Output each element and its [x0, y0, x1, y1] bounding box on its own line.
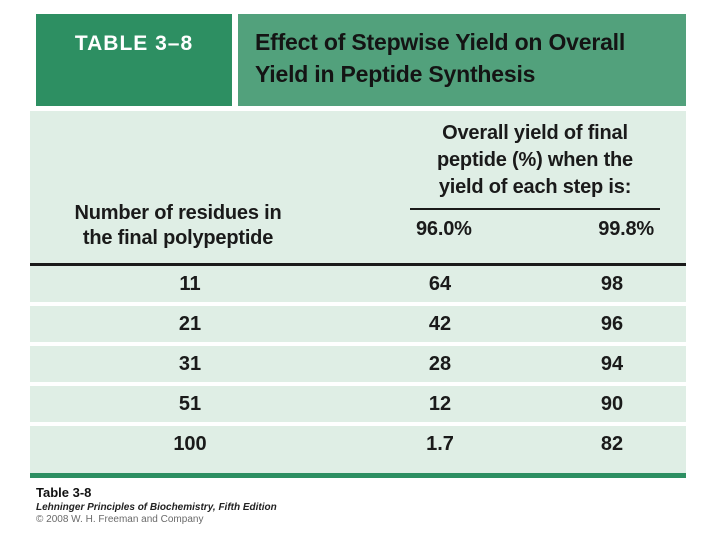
subcol-998-header: 99.8% [598, 218, 654, 240]
subheader-rule [410, 208, 660, 210]
residues-column-header: Number of residues in the final polypept… [48, 201, 308, 251]
table-row: 31 28 94 [30, 346, 686, 382]
subheader-row: 96.0% 99.8% [410, 210, 660, 243]
yield96-cell: 64 [428, 273, 452, 295]
credits-block: Table 3-8 Lehninger Principles of Bioche… [36, 485, 686, 525]
yield998-cell: 94 [600, 353, 624, 375]
yield96-cell: 12 [428, 393, 452, 415]
yield96-cell: 1.7 [426, 433, 454, 455]
yield998-cell: 96 [600, 313, 624, 335]
credit-copyright: © 2008 W. H. Freeman and Company [36, 514, 204, 525]
table-title: Effect of Stepwise Yield on Overall Yiel… [238, 14, 686, 106]
table-card: TABLE 3–8 Effect of Stepwise Yield on Ov… [30, 14, 686, 525]
table-number-label: TABLE 3–8 [36, 14, 232, 106]
residues-header-line1: Number of residues in [74, 202, 282, 224]
table-row: 100 1.7 82 [30, 426, 686, 462]
table-body: Number of residues in the final polypept… [30, 111, 686, 478]
table-bottom-padding [30, 462, 686, 473]
table-title-band: TABLE 3–8 Effect of Stepwise Yield on Ov… [30, 14, 686, 106]
credit-table-ref: Table 3-8 [36, 485, 92, 500]
yield-group-line3: yield of each step is: [438, 176, 632, 198]
yield96-cell: 42 [428, 313, 452, 335]
table-row: 11 64 98 [30, 266, 686, 302]
residues-header-line2: the final polypeptide [82, 227, 274, 249]
table-row: 21 42 96 [30, 306, 686, 342]
subcol-96-header: 96.0% [416, 218, 472, 240]
yield-group-line1: Overall yield of final [442, 122, 628, 144]
header-divider-rule [30, 263, 686, 266]
residues-cell: 21 [178, 313, 202, 335]
yield998-cell: 90 [600, 393, 624, 415]
yield96-cell: 28 [428, 353, 452, 375]
table-title-line1: Effect of Stepwise Yield on Overall [255, 29, 626, 55]
yield998-cell: 82 [600, 433, 624, 455]
table-column-headers: Number of residues in the final polypept… [30, 111, 686, 263]
yield-group-line2: peptide (%) when the [436, 149, 633, 171]
yield998-cell: 98 [600, 273, 624, 295]
table-row: 51 12 90 [30, 386, 686, 422]
residues-cell: 100 [173, 433, 207, 455]
residues-cell: 11 [179, 273, 201, 295]
yield-group-header: Overall yield of final peptide (%) when … [410, 120, 660, 243]
residues-cell: 31 [178, 353, 202, 375]
table-title-line2: Yield in Peptide Synthesis [255, 61, 536, 87]
residues-cell: 51 [178, 393, 202, 415]
credit-source: Lehninger Principles of Biochemistry, Fi… [36, 502, 277, 513]
